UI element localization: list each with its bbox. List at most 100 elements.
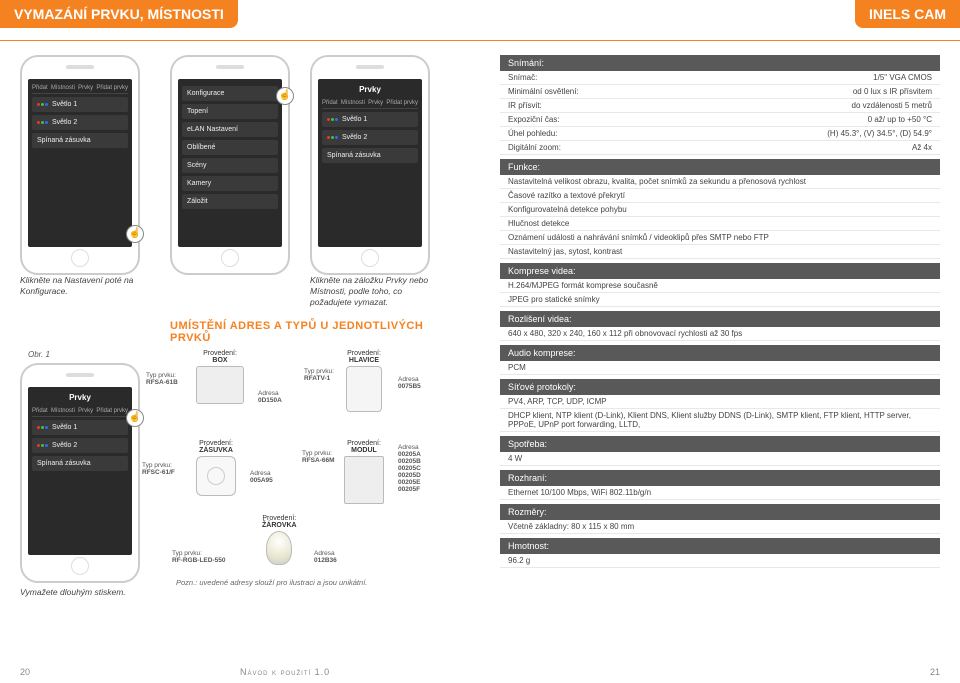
footer-center: Návod k použití 1.0 xyxy=(240,667,330,677)
menu-item: Oblíbené xyxy=(182,140,278,155)
toolbar-item: Přidat prvky xyxy=(96,408,128,414)
device-bulb-icon xyxy=(266,531,292,565)
spec-section-head: Funkce: xyxy=(500,159,940,175)
right-header: INELS CAM xyxy=(855,0,960,28)
menu-item: Kamery xyxy=(182,176,278,191)
divider xyxy=(0,40,480,41)
row-label: Světlo 1 xyxy=(52,101,77,108)
spec-key: IR přísvit: xyxy=(508,101,720,110)
spec-section-head: Síťové protokoly: xyxy=(500,379,940,395)
spec-line: DHCP klient, NTP klient (D-Link), Klient… xyxy=(500,409,940,432)
phone-4: Prvky Přidat Místnosti Prvky Přidat prvk… xyxy=(20,363,140,583)
screen-title: Prvky xyxy=(322,83,418,98)
toolbar-item: Přidat xyxy=(32,85,48,91)
toolbar-item: Prvky xyxy=(78,85,93,91)
spec-line: JPEG pro statické snímky xyxy=(500,293,940,307)
section-heading: UMÍSTĚNÍ ADRES A TYPŮ U JEDNOTLIVÝCH PRV… xyxy=(170,320,460,344)
spec-row: Úhel pohledu:(H) 45.3°, (V) 34.5°, (D) 5… xyxy=(500,127,940,141)
typ-label: Typ prvku: xyxy=(304,368,334,375)
spec-line: Včetně základny: 80 x 115 x 80 mm xyxy=(500,520,940,534)
adr-value: 012B36 xyxy=(314,557,337,564)
toolbar-item: Prvky xyxy=(78,408,93,414)
adr-value: 00205B xyxy=(398,458,421,465)
spec-line: Konfigurovatelná detekce pohybu xyxy=(500,203,940,217)
typ-value: RFATV-1 xyxy=(304,375,334,382)
screen-title: Prvky xyxy=(32,391,128,406)
toolbar-item: Přidat prvky xyxy=(386,100,418,106)
adr-label: Adresa xyxy=(398,376,421,383)
phone1-caption: Klikněte na Nastavení poté na Konfigurac… xyxy=(20,275,150,297)
spec-key: Úhel pohledu: xyxy=(508,129,720,138)
device-thermo-icon xyxy=(346,366,382,412)
spec-section-head: Rozměry: xyxy=(500,504,940,520)
prov-label: Provedení: xyxy=(346,350,382,357)
page-number-left: 20 xyxy=(20,667,30,677)
row-label: Světlo 2 xyxy=(52,119,77,126)
phone3-caption: Klikněte na záložku Prvky nebo Místnosti… xyxy=(310,275,440,308)
adr-value: 00205F xyxy=(398,486,421,493)
toolbar-item: Přidat prvky xyxy=(96,85,128,91)
tap-icon: ☝ xyxy=(126,225,144,243)
spec-key: Snímač: xyxy=(508,73,720,82)
spec-line: 4 W xyxy=(500,452,940,466)
spec-line: Nastavitelná velikost obrazu, kvalita, p… xyxy=(500,175,940,189)
prov-value: ZÁSUVKA xyxy=(196,447,236,454)
device-box-icon xyxy=(196,366,244,404)
toolbar-item: Přidat xyxy=(322,100,338,106)
row-label: Spínaná zásuvka xyxy=(37,460,91,467)
toolbar-item: Místnosti xyxy=(51,408,75,414)
adr-value: 00205C xyxy=(398,465,421,472)
spec-section-head: Spotřeba: xyxy=(500,436,940,452)
typ-label: Typ prvku: xyxy=(142,462,175,469)
typ-value: RF-RGB-LED-550 xyxy=(172,557,225,564)
spec-row: Expoziční čas:0 až/ up to +50 °C xyxy=(500,113,940,127)
spec-line: Hlučnost detekce xyxy=(500,217,940,231)
spec-line: PV4, ARP, TCP, UDP, ICMP xyxy=(500,395,940,409)
row-label: Světlo 1 xyxy=(342,116,367,123)
row-label: Světlo 2 xyxy=(342,134,367,141)
spec-section-head: Rozlišení videa: xyxy=(500,311,940,327)
spec-row: Minimální osvětlení:od 0 lux s IR přísvi… xyxy=(500,85,940,99)
adr-label: Adresa xyxy=(250,470,273,477)
spec-section-head: Rozhraní: xyxy=(500,470,940,486)
adr-value: 0075B5 xyxy=(398,383,421,390)
spec-table: Snímání:Snímač:1/5" VGA CMOSMinimální os… xyxy=(480,55,960,568)
phone-1: Přidat Místnosti Prvky Přidat prvky Svět… xyxy=(20,55,150,297)
spec-line: Časové razítko a textové překrytí xyxy=(500,189,940,203)
spec-key: Expoziční čas: xyxy=(508,115,720,124)
spec-line: Nastavitelný jas, sytost, kontrast xyxy=(500,245,940,259)
toolbar-item: Prvky xyxy=(368,100,383,106)
spec-line: 640 x 480, 320 x 240, 160 x 112 při obno… xyxy=(500,327,940,341)
phone-3: Prvky Přidat Místnosti Prvky Přidat prvk… xyxy=(310,55,440,308)
spec-section-head: Snímání: xyxy=(500,55,940,71)
prov-label: Provedení: xyxy=(196,350,244,357)
typ-value: RFSA-66M xyxy=(302,457,335,464)
spec-value: 1/5" VGA CMOS xyxy=(720,73,932,82)
toolbar-item: Místnosti xyxy=(51,85,75,91)
typ-label: Typ prvku: xyxy=(146,372,178,379)
spec-key: Digitální zoom: xyxy=(508,143,720,152)
spec-value: (H) 45.3°, (V) 34.5°, (D) 54.9° xyxy=(720,129,932,138)
spec-line: 96.2 g xyxy=(500,554,940,568)
menu-item: Záložit xyxy=(182,194,278,209)
spec-value: od 0 lux s IR přísvitem xyxy=(720,87,932,96)
toolbar-item: Přidat xyxy=(32,408,48,414)
devices-diagram: Provedení: BOX Typ prvku: RFSA-61B Adres… xyxy=(186,350,460,580)
figure-label: Obr. 1 xyxy=(28,350,170,359)
row-label: Spínaná zásuvka xyxy=(327,152,381,159)
menu-item: Scény xyxy=(182,158,278,173)
spec-key: Minimální osvětlení: xyxy=(508,87,720,96)
spec-row: IR přísvit:do vzdálenosti 5 metrů xyxy=(500,99,940,113)
page-number-right: 21 xyxy=(930,667,940,677)
prov-value: HLAVICE xyxy=(346,357,382,364)
spec-value: do vzdálenosti 5 metrů xyxy=(720,101,932,110)
spec-line: PCM xyxy=(500,361,940,375)
adr-label: Adresa xyxy=(398,444,421,451)
spec-section-head: Komprese videa: xyxy=(500,263,940,279)
menu-item: eLAN Nastavení xyxy=(182,122,278,137)
typ-label: Typ prvku: xyxy=(302,450,335,457)
typ-value: RFSA-61B xyxy=(146,379,178,386)
toolbar-item: Místnosti xyxy=(341,100,365,106)
adr-value: 00205D xyxy=(398,472,421,479)
prov-label: Provedení: xyxy=(344,440,384,447)
